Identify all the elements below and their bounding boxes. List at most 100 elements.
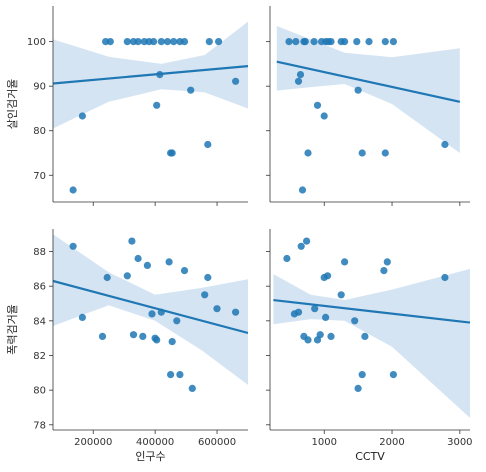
- scatter-point: [341, 38, 349, 46]
- scatter-point: [313, 101, 322, 109]
- scatter-point: [163, 38, 172, 46]
- scatter-point: [294, 77, 303, 85]
- scatter-point: [143, 261, 151, 269]
- x-tick-label: 3000: [447, 437, 472, 448]
- scatter-point: [389, 371, 397, 379]
- y-tick-label: 86: [33, 282, 46, 293]
- scatter-point: [353, 38, 361, 46]
- scatter-point: [327, 332, 335, 340]
- y-tick-label: 82: [33, 351, 46, 362]
- scatter-point: [78, 112, 86, 120]
- scatter-point: [98, 332, 107, 340]
- x-axis-label: 인구수: [135, 450, 165, 463]
- scatter-point: [204, 273, 212, 282]
- scatter-point: [134, 38, 142, 46]
- y-tick-label: 70: [33, 171, 46, 182]
- scatter-point: [168, 149, 176, 157]
- scatter-point: [173, 317, 181, 325]
- scatter-point: [320, 112, 328, 120]
- scatter-point: [187, 86, 195, 94]
- scatter-point: [129, 331, 138, 339]
- scatter-point: [297, 242, 305, 250]
- x-tick-label: 1000: [312, 437, 337, 448]
- regression-line: [53, 65, 248, 85]
- scatter-point: [354, 384, 362, 392]
- regression-line: [53, 279, 248, 335]
- scatter-point: [205, 38, 213, 46]
- scatter-point: [358, 371, 366, 379]
- y-tick-label: 100: [27, 37, 46, 48]
- scatter-point: [168, 338, 176, 346]
- scatter-point: [341, 258, 349, 266]
- x-tick-label: 400000: [136, 437, 174, 448]
- scatter-point: [180, 38, 189, 46]
- scatter-point: [381, 38, 389, 46]
- scatter-point: [123, 38, 131, 46]
- scatter-point: [232, 77, 240, 85]
- scatter-point: [167, 371, 175, 379]
- x-axis-label: CCTV: [355, 450, 385, 463]
- scatter-point: [327, 38, 335, 46]
- scatter-point: [441, 273, 449, 282]
- y-tick-label: 88: [33, 247, 46, 258]
- panel-2: 78 80 82 84 86 88 200000 400000 600000 인구수 폭력검거율: [6, 229, 248, 463]
- regression-line: [273, 298, 470, 324]
- scatter-point: [123, 272, 131, 280]
- scatter-point: [69, 242, 77, 250]
- scatter-point: [69, 186, 77, 194]
- scatter-point: [365, 38, 373, 46]
- scatter-point: [232, 308, 240, 316]
- scatter-point: [324, 272, 332, 280]
- scatter-point: [285, 38, 293, 46]
- scatter-point: [170, 38, 178, 46]
- panel-0: 70 80 90 100 살인검거율: [6, 6, 248, 206]
- scatter-point: [150, 38, 158, 46]
- scatter-point: [380, 267, 388, 275]
- scatter-point: [134, 254, 142, 263]
- x-tick-label: 600000: [198, 437, 236, 448]
- scatter-point: [106, 38, 114, 46]
- scatter-point: [322, 313, 330, 321]
- scatter-point: [298, 186, 307, 194]
- scatter-point: [389, 38, 397, 46]
- x-tick-label: 2000: [379, 437, 404, 448]
- scatter-point: [316, 331, 324, 339]
- scatter-point: [148, 310, 156, 318]
- y-tick-label: 84: [33, 316, 46, 327]
- scatter-point: [310, 38, 318, 46]
- scatter-point: [358, 149, 366, 157]
- confidence-band: [276, 26, 460, 153]
- scatter-point: [176, 371, 184, 379]
- scatter-point: [303, 237, 311, 245]
- y-axis-label: 살인검거율: [6, 79, 19, 130]
- y-tick-label: 80: [33, 126, 46, 137]
- scatter-point: [139, 332, 147, 340]
- panel-1: [266, 6, 470, 206]
- scatter-point: [215, 38, 223, 46]
- scatter-point: [128, 237, 136, 245]
- scatter-point: [351, 317, 359, 325]
- scatter-point: [337, 291, 345, 299]
- y-tick-label: 78: [33, 420, 46, 431]
- scatter-point: [153, 101, 161, 109]
- scatter-point: [201, 291, 209, 299]
- scatter-point: [383, 258, 391, 266]
- scatter-point: [296, 71, 305, 79]
- scatter-point: [311, 305, 319, 313]
- scatter-point: [361, 332, 369, 340]
- scatter-point: [294, 308, 303, 316]
- scatter-point: [441, 140, 449, 149]
- scatter-point: [304, 149, 312, 157]
- scatter-point: [283, 254, 291, 263]
- regression-line: [276, 60, 461, 103]
- scatter-point: [180, 267, 189, 275]
- y-axis-label: 폭력검거율: [6, 304, 19, 355]
- scatter-point: [213, 305, 221, 313]
- confidence-band: [53, 234, 248, 385]
- scatter-point: [157, 38, 165, 46]
- scatter-point: [354, 86, 362, 94]
- scatter-point: [78, 313, 86, 321]
- y-tick-label: 90: [33, 82, 46, 93]
- scatter-point: [204, 140, 212, 149]
